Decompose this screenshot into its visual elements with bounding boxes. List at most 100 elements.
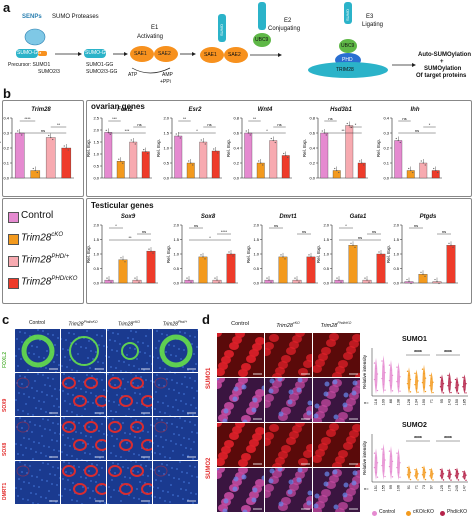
col-header-c: Trim28Phd/cKO (60, 320, 106, 328)
data-point (48, 134, 50, 137)
data-point (63, 145, 65, 147)
violin (463, 470, 466, 480)
chart-gene-title: Trim28 (31, 107, 51, 113)
ovarian-title: ovarian genes (91, 102, 145, 111)
panel-b-label: b (3, 86, 11, 101)
violin-legend-label: Control (379, 509, 396, 515)
y-tick-label: 2.0 (323, 223, 329, 228)
tile-art (265, 333, 312, 377)
data-point (424, 275, 426, 277)
n-label: 71 (430, 399, 434, 403)
sig-label: * (345, 223, 347, 228)
data-point (245, 130, 247, 132)
sig-label: ** (341, 128, 345, 133)
data-point (284, 258, 286, 260)
data-point (346, 122, 348, 125)
sig-label: ns (274, 223, 278, 228)
violin (430, 467, 433, 480)
chart-gene-title: Esr2 (188, 107, 202, 113)
chart-gene-title: Dmrt1 (279, 214, 297, 220)
legend-swatch (8, 256, 19, 267)
tile-art (61, 417, 106, 460)
data-point (17, 130, 19, 132)
y-tick-label: 1.0 (93, 152, 99, 157)
n-label: 109 (382, 399, 386, 405)
violin (389, 360, 393, 394)
tile-art (107, 373, 152, 416)
data-point (380, 253, 382, 255)
y-tick-label: 2.0 (253, 223, 259, 228)
violin-legend-label: cKO/cKO (413, 509, 434, 515)
violin (422, 364, 426, 394)
n-label: 190 (422, 399, 426, 405)
y-tick-label: 0.0 (3, 176, 9, 181)
y-axis-label: Rel. Exp. (302, 139, 307, 157)
data-point (232, 255, 234, 257)
y-tick-label: 0.8 (233, 116, 239, 121)
legend-text: Control (21, 210, 54, 221)
col-sup: cKO (292, 321, 300, 325)
n-label: 138 (397, 399, 401, 405)
sig-label: ** (128, 235, 132, 240)
violin (397, 448, 400, 480)
data-point (105, 129, 107, 131)
violin (382, 355, 385, 394)
sumo-gg-mid-text: SUMO-GG (85, 50, 110, 56)
data-point (202, 256, 204, 258)
sig-label: * (196, 128, 198, 133)
legend-swatch (8, 234, 19, 245)
y-tick-label: 0.1 (383, 161, 389, 166)
tile-art (313, 333, 360, 377)
legend-text: Trim28 (21, 276, 52, 288)
col-header-d: Trim28Phd/cKO (312, 321, 360, 329)
gg-tail-left (38, 51, 47, 56)
senps-icon (24, 28, 46, 46)
tile-art (61, 373, 106, 416)
n-label: 185 (463, 399, 467, 405)
data-point (145, 151, 147, 153)
data-point (118, 158, 120, 160)
sae1-text: SAE1 (134, 51, 147, 57)
y-tick-label: 0.4 (383, 116, 389, 121)
data-point (147, 153, 149, 155)
y-axis-label: Rel. Exp. (166, 245, 171, 263)
data-point (152, 252, 154, 254)
data-point (348, 124, 350, 127)
y-tick-label: 1.0 (163, 146, 169, 151)
e1-label: E1 (151, 25, 159, 31)
y-axis-label: Rel. Exp. (246, 245, 251, 263)
n-label: 134 (415, 399, 419, 405)
tile-art (61, 329, 106, 372)
sae1b-icon (200, 47, 224, 63)
sig-label: ns (194, 223, 198, 228)
tile-art (107, 417, 152, 460)
y-tick-label: 0.3 (383, 131, 389, 136)
data-point (408, 280, 410, 283)
n-label: 97 (430, 485, 434, 489)
data-point (268, 279, 270, 281)
y-tick-label: 0.1 (3, 161, 9, 166)
data-point (336, 277, 338, 279)
data-point (270, 281, 272, 283)
violin-ylabel: Relative intensity (362, 440, 367, 475)
n-label: 147 (463, 485, 467, 491)
chart-gene-title: Sox8 (200, 214, 216, 220)
data-point (334, 167, 336, 170)
out-line3: SUMOylation (424, 66, 462, 72)
senps-label: SENPs (22, 14, 42, 20)
sig-label: ** (183, 116, 187, 121)
data-point (352, 244, 354, 246)
violin (374, 357, 378, 394)
precursor-line2: SUMO2/3 (38, 69, 60, 75)
y-tick-label: 0.5 (93, 164, 99, 169)
col-label: Trim28 (68, 321, 84, 328)
data-point (338, 171, 340, 174)
y-tick-label: 0.2 (309, 161, 315, 166)
tile-art (153, 417, 198, 460)
data-point (34, 169, 36, 172)
